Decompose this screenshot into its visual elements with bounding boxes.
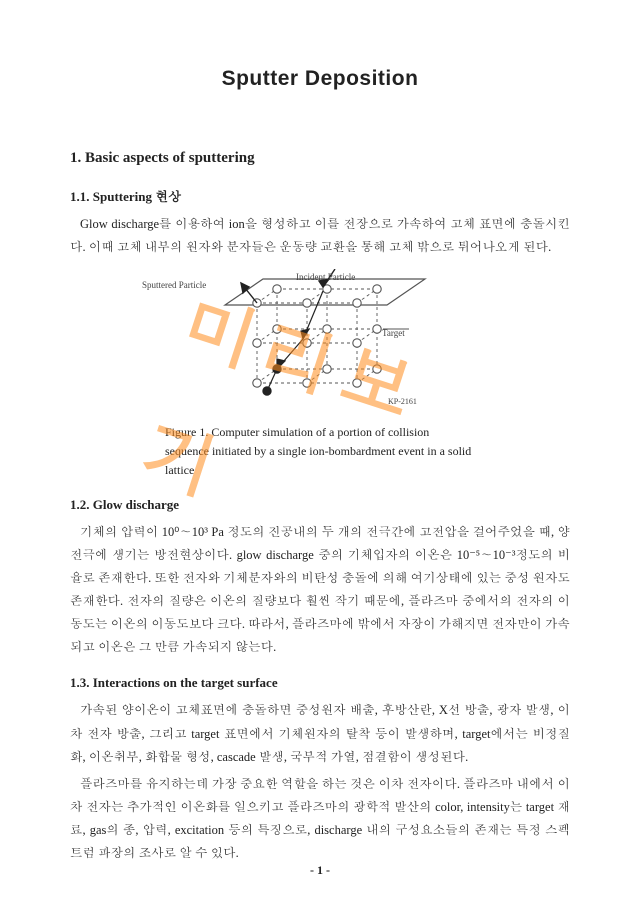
- section-1-2-heading: 1.2. Glow discharge: [70, 493, 570, 517]
- section-1-2-body: 기체의 압력이 10⁰∼10³ Pa 정도의 진공내의 두 개의 전극간에 고전…: [70, 521, 570, 660]
- figure-label-sputtered: Sputtered Particle: [142, 277, 206, 294]
- figure-1-caption: Figure 1. Computer simulation of a porti…: [165, 423, 475, 481]
- figure-label-target: Target: [382, 325, 405, 342]
- document-title: Sputter Deposition: [70, 60, 570, 99]
- figure-code: KP-2161: [388, 395, 417, 410]
- section-1-3-body-2: 플라즈마를 유지하는데 가장 중요한 역할을 하는 것은 이차 전자이다. 플라…: [70, 773, 570, 866]
- section-1-1-heading: 1.1. Sputtering 현상: [70, 185, 570, 209]
- figure-1: Sputtered Particle Incident Particle Tar…: [70, 269, 570, 417]
- lattice-diagram: [185, 269, 455, 409]
- section-1-3-heading: 1.3. Interactions on the target surface: [70, 671, 570, 695]
- page-number: - 1 -: [310, 859, 330, 881]
- section-1-1-body: Glow discharge를 이용하여 ion을 형성하고 이를 전장으로 가…: [70, 213, 570, 259]
- figure-label-incident: Incident Particle: [296, 269, 355, 286]
- section-1-3-body-1: 가속된 양이온이 고체표면에 충돌하면 중성원자 배출, 후방산란, X선 방출…: [70, 699, 570, 768]
- section-1-heading: 1. Basic aspects of sputtering: [70, 145, 570, 173]
